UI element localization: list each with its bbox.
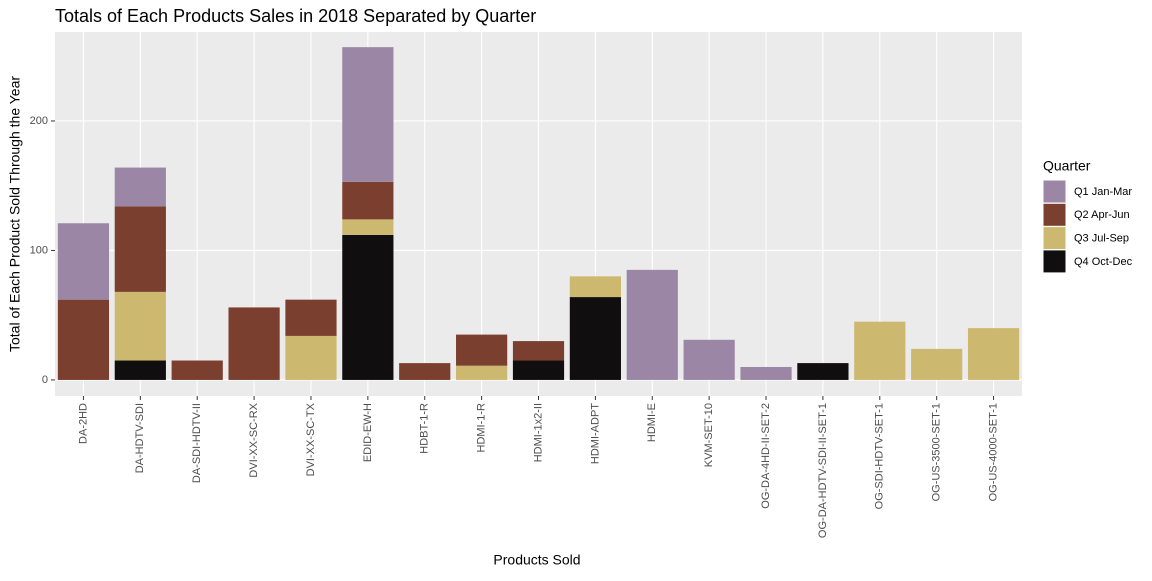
x-tick-label: OG-DA-HDTV-SDI-II-SET-1 [817,403,829,538]
bar-segment [740,366,792,380]
legend-label: Q3 Jul-Sep [1074,233,1129,245]
legend-key [1042,202,1067,227]
bar-segment [114,360,166,380]
legend-label: Q1 Jan-Mar [1074,186,1132,198]
x-tick-label: DVI-XX-SC-RX [248,402,260,477]
legend-title: Quarter [1043,158,1091,174]
x-tick-label: OG-SDI-HDTV-SET-1 [874,403,886,509]
bar-segment [911,348,963,380]
legend-key [1042,249,1067,274]
bar-segment [512,360,565,380]
y-tick-label: 200 [30,115,48,127]
x-tick-label: OG-DA-4HD-II-SET-2 [760,403,772,509]
x-tick-label: HDMI-1-R [476,403,488,453]
x-tick-label: HDBT-1-R [419,403,431,454]
x-tick-label: HDMI-E [646,403,658,442]
bar-segment [512,341,565,361]
bar-segment [114,291,166,361]
chart-title: Totals of Each Products Sales in 2018 Se… [55,6,536,26]
bar-segment [114,167,166,207]
bar-segment [854,321,906,380]
x-tick-label: OG-US-4000-SET-1 [987,403,999,501]
bar-segment [569,276,621,298]
bar-segment [171,360,223,380]
x-tick-label: HDMI-1x2-II [532,403,544,462]
bar-segment [626,269,678,380]
bar-segment [228,307,280,380]
bar-segment [57,223,110,300]
y-tick-label: 100 [30,244,48,256]
bar-segment [57,299,110,380]
bar-segment [114,206,166,292]
legend-key [1042,179,1067,204]
x-tick-label: DA-SDI-HDTV-II [191,403,203,483]
y-tick-label: 0 [42,374,48,386]
legend-label: Q4 Oct-Dec [1074,256,1133,268]
bar-segment [967,328,1020,380]
x-axis-title: Products Sold [493,552,580,568]
bar-segment [456,365,508,380]
bar-segment [285,299,337,336]
bar-segment [399,363,451,380]
x-tick-label: HDMI-ADPT [589,403,601,464]
bar-segment [342,219,394,235]
bar-segment [569,297,621,380]
x-tick-label: KVM-SET-10 [703,403,715,467]
x-tick-label: DA-HDTV-SDI [134,403,146,473]
x-tick-label: EDID-EW-H [362,403,374,462]
bar-segment [342,234,394,380]
legend-label: Q2 Apr-Jun [1074,209,1130,221]
bar-segment [683,339,735,380]
legend-key [1042,226,1067,251]
bar-segment [797,363,849,380]
x-tick-label: OG-US-3500-SET-1 [931,403,943,501]
x-tick-label: DVI-XX-SC-TX [305,402,317,476]
bar-segment [285,335,337,380]
bar-segment [342,47,394,182]
y-axis-title: Total of Each Product Sold Through the Y… [7,76,23,352]
bar-segment [342,181,394,220]
x-tick-label: DA-2HD [77,403,89,444]
bar-segment [456,334,508,366]
